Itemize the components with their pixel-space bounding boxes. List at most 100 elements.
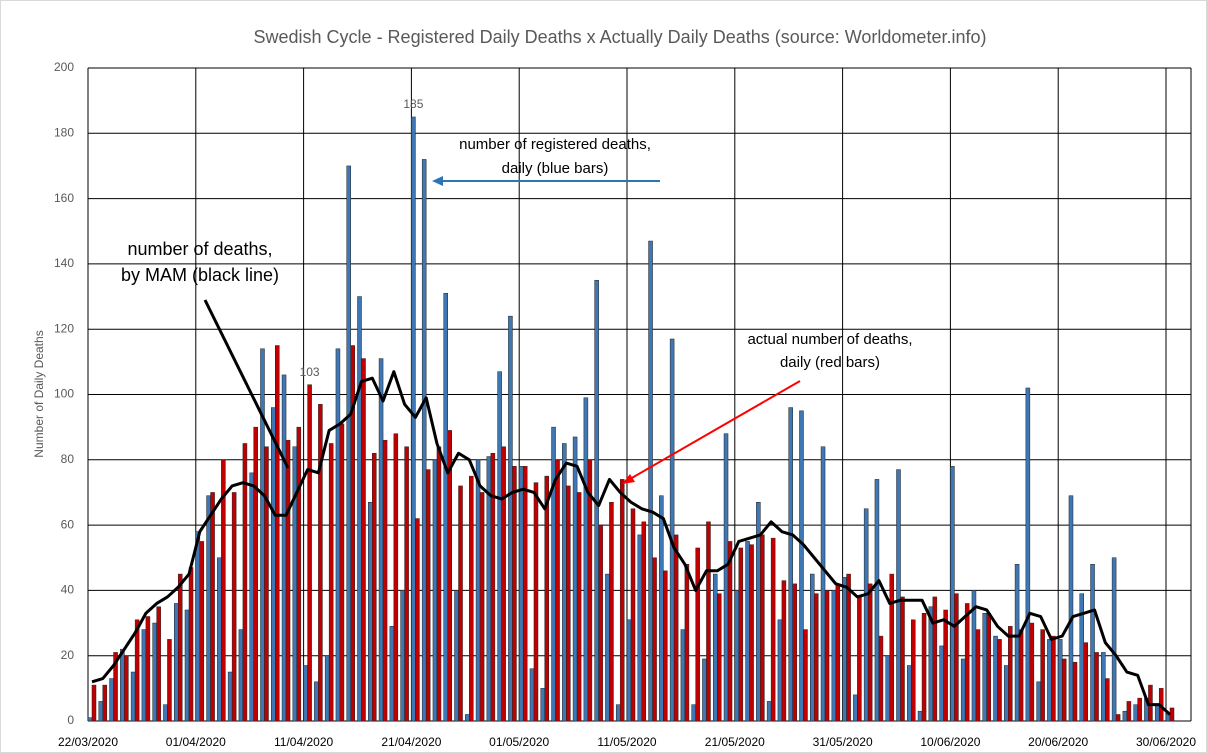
bar [1040, 629, 1045, 722]
bar [712, 573, 718, 722]
bar [1057, 639, 1063, 722]
bar [723, 433, 729, 722]
x-tick-label: 10/06/2020 [920, 735, 980, 749]
bar [792, 583, 797, 722]
bar [1133, 704, 1138, 722]
arrow [629, 380, 801, 480]
bar [411, 116, 416, 722]
bar [652, 557, 657, 722]
bar [1072, 661, 1078, 722]
bar [702, 658, 707, 722]
bar [296, 426, 302, 722]
bar [350, 345, 355, 722]
bar [285, 439, 291, 722]
y-tick-label: 180 [54, 125, 74, 139]
bar [318, 404, 323, 722]
bar [734, 590, 740, 722]
bar [1105, 678, 1110, 722]
bar [781, 580, 787, 722]
bar [501, 446, 506, 722]
bar [188, 567, 194, 722]
bar [469, 475, 474, 722]
bar [1068, 495, 1074, 722]
bar [572, 436, 578, 722]
bar [206, 495, 211, 722]
x-tick-label: 21/04/2020 [381, 735, 441, 749]
bar [749, 544, 754, 722]
bar [152, 622, 157, 722]
bar [242, 443, 248, 722]
bar [1090, 564, 1095, 722]
bar [766, 701, 772, 722]
bar [583, 397, 589, 722]
x-tick-label: 21/05/2020 [705, 735, 765, 749]
bar [156, 606, 161, 722]
bar [522, 466, 528, 722]
bar [1047, 639, 1052, 722]
bar [1004, 665, 1009, 722]
bar [997, 639, 1002, 722]
bar [512, 466, 517, 722]
bar [1018, 629, 1024, 722]
bar [1036, 681, 1041, 722]
bar [770, 537, 776, 722]
bar [1061, 658, 1067, 722]
bar [458, 485, 463, 722]
bar [878, 635, 884, 722]
bar [727, 541, 733, 722]
bar [680, 629, 686, 722]
bar [874, 479, 880, 722]
bar [810, 573, 815, 722]
bar [339, 423, 345, 722]
bar [814, 593, 819, 722]
bar [695, 547, 700, 722]
bar [1165, 714, 1171, 722]
bar [134, 619, 140, 722]
bar [641, 521, 647, 722]
bar [907, 665, 912, 722]
bar [630, 508, 636, 722]
bar [249, 472, 254, 722]
bar [275, 345, 280, 722]
y-tick-label: 80 [61, 452, 75, 466]
bar [109, 678, 114, 722]
bar [853, 694, 858, 722]
data-label: 185 [403, 97, 423, 111]
bar [960, 658, 966, 722]
bar [415, 518, 420, 722]
bar [846, 573, 851, 722]
x-tick-label: 22/03/2020 [58, 735, 118, 749]
bar [799, 410, 804, 722]
bar [217, 557, 222, 722]
bar [954, 593, 959, 722]
data-label: 103 [300, 365, 320, 379]
marks: 185 103 [87, 97, 1175, 722]
y-tick-label: 200 [54, 60, 74, 74]
x-tick-label: 11/05/2020 [597, 735, 656, 749]
bar [824, 590, 830, 722]
bar [372, 453, 377, 722]
bar [199, 541, 205, 722]
bar [803, 629, 808, 722]
bar [389, 626, 395, 722]
annotation: daily (red bars) [780, 354, 880, 371]
annotation: by MAM (black line) [121, 265, 279, 285]
bar [314, 681, 319, 722]
bar [598, 524, 603, 722]
y-tick-label: 40 [61, 583, 75, 597]
arrow [203, 299, 290, 469]
bar [842, 577, 847, 722]
bar [669, 338, 675, 722]
bar [361, 358, 366, 722]
bar [393, 433, 399, 722]
bar [950, 466, 955, 722]
bar [173, 603, 179, 722]
annotation: actual number of deaths, [747, 331, 912, 348]
bar [738, 547, 744, 722]
bar [1029, 622, 1035, 722]
y-tick-label: 20 [61, 648, 75, 662]
bar [120, 648, 125, 722]
y-axis-label: Number of Daily Deaths [32, 330, 46, 457]
bar [328, 443, 334, 722]
